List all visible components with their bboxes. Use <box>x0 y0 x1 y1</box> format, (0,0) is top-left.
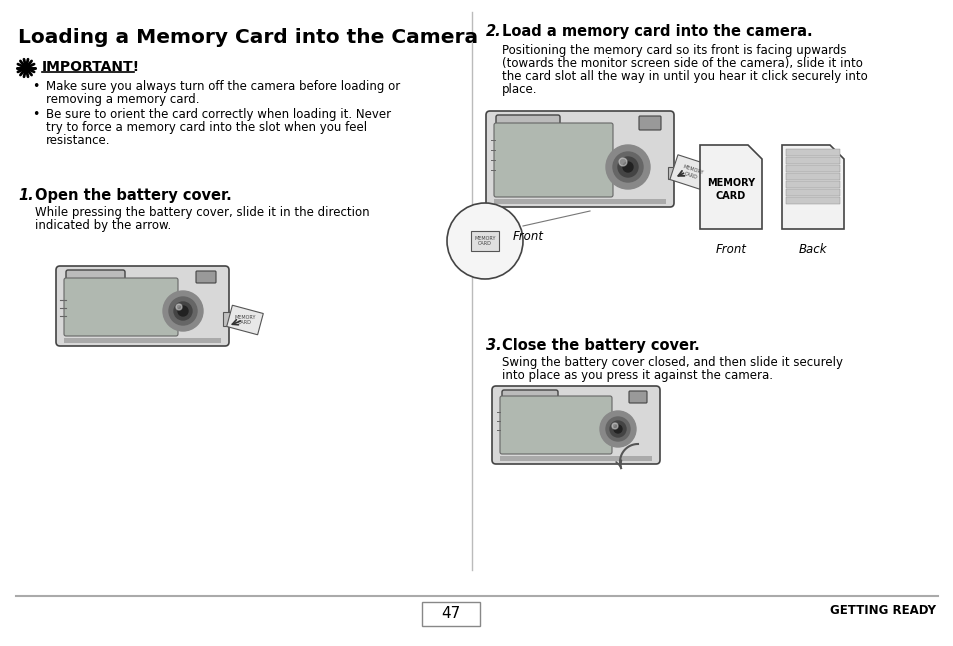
FancyBboxPatch shape <box>492 386 659 464</box>
Circle shape <box>618 158 626 166</box>
Bar <box>499 456 651 461</box>
Text: MEMORY: MEMORY <box>706 178 754 188</box>
FancyBboxPatch shape <box>195 271 215 283</box>
Text: 3.: 3. <box>485 338 501 353</box>
Bar <box>667 167 673 179</box>
FancyBboxPatch shape <box>66 270 125 290</box>
Text: 1.: 1. <box>18 188 33 203</box>
Circle shape <box>175 304 182 310</box>
Bar <box>785 173 840 180</box>
Circle shape <box>618 157 638 177</box>
Text: Be sure to orient the card correctly when loading it. Never: Be sure to orient the card correctly whe… <box>46 108 391 121</box>
Text: 47: 47 <box>441 607 460 621</box>
Text: Front: Front <box>512 230 543 243</box>
Bar <box>494 199 665 204</box>
Text: into place as you press it against the camera.: into place as you press it against the c… <box>501 369 772 382</box>
FancyBboxPatch shape <box>496 115 559 133</box>
FancyBboxPatch shape <box>499 396 612 454</box>
FancyBboxPatch shape <box>64 278 178 336</box>
Text: Load a memory card into the camera.: Load a memory card into the camera. <box>501 24 812 39</box>
Bar <box>785 197 840 204</box>
Text: MEMORY
CARD: MEMORY CARD <box>474 236 496 246</box>
Circle shape <box>614 425 621 433</box>
Polygon shape <box>669 155 714 191</box>
FancyBboxPatch shape <box>421 602 479 626</box>
Text: Positioning the memory card so its front is facing upwards: Positioning the memory card so its front… <box>501 44 845 57</box>
Text: IMPORTANT!: IMPORTANT! <box>42 60 140 74</box>
Text: removing a memory card.: removing a memory card. <box>46 93 199 106</box>
Polygon shape <box>227 305 263 335</box>
Text: Back: Back <box>798 243 826 256</box>
Circle shape <box>605 145 649 189</box>
Text: resistance.: resistance. <box>46 134 111 147</box>
Bar <box>785 165 840 172</box>
FancyBboxPatch shape <box>639 116 660 130</box>
Bar <box>64 338 221 343</box>
Circle shape <box>447 203 522 279</box>
Text: •: • <box>32 108 39 121</box>
Bar <box>785 189 840 196</box>
FancyBboxPatch shape <box>501 390 558 406</box>
Text: the card slot all the way in until you hear it click securely into: the card slot all the way in until you h… <box>501 70 867 83</box>
Bar <box>785 181 840 188</box>
Text: Make sure you always turn off the camera before loading or: Make sure you always turn off the camera… <box>46 80 400 93</box>
Text: •: • <box>32 80 39 93</box>
Circle shape <box>163 291 203 331</box>
FancyBboxPatch shape <box>56 266 229 346</box>
Circle shape <box>612 423 618 429</box>
Text: CARD: CARD <box>715 191 745 201</box>
Text: try to force a memory card into the slot when you feel: try to force a memory card into the slot… <box>46 121 367 134</box>
FancyBboxPatch shape <box>485 111 673 207</box>
Text: Close the battery cover.: Close the battery cover. <box>501 338 699 353</box>
Circle shape <box>609 421 625 437</box>
Circle shape <box>605 417 629 441</box>
Circle shape <box>169 297 196 325</box>
Text: 2.: 2. <box>485 24 501 39</box>
Text: Open the battery cover.: Open the battery cover. <box>35 188 232 203</box>
Text: (towards the monitor screen side of the camera), slide it into: (towards the monitor screen side of the … <box>501 57 862 70</box>
Polygon shape <box>471 231 498 251</box>
Text: Loading a Memory Card into the Camera: Loading a Memory Card into the Camera <box>18 28 477 47</box>
Circle shape <box>613 152 642 182</box>
Bar <box>785 157 840 164</box>
Polygon shape <box>700 145 761 229</box>
FancyBboxPatch shape <box>494 123 613 197</box>
FancyBboxPatch shape <box>628 391 646 403</box>
Circle shape <box>173 302 192 320</box>
Bar <box>223 312 231 326</box>
Circle shape <box>178 306 188 316</box>
Text: Front: Front <box>715 243 745 256</box>
Bar <box>785 149 840 156</box>
Text: MEMORY
CARD: MEMORY CARD <box>679 165 703 182</box>
Circle shape <box>599 411 636 447</box>
Text: place.: place. <box>501 83 537 96</box>
Text: Swing the battery cover closed, and then slide it securely: Swing the battery cover closed, and then… <box>501 356 842 369</box>
Text: indicated by the arrow.: indicated by the arrow. <box>35 219 172 232</box>
Polygon shape <box>781 145 843 229</box>
Text: MEMORY
CARD: MEMORY CARD <box>234 315 255 326</box>
Circle shape <box>622 162 633 172</box>
Text: GETTING READY: GETTING READY <box>829 603 935 616</box>
Text: While pressing the battery cover, slide it in the direction: While pressing the battery cover, slide … <box>35 206 369 219</box>
